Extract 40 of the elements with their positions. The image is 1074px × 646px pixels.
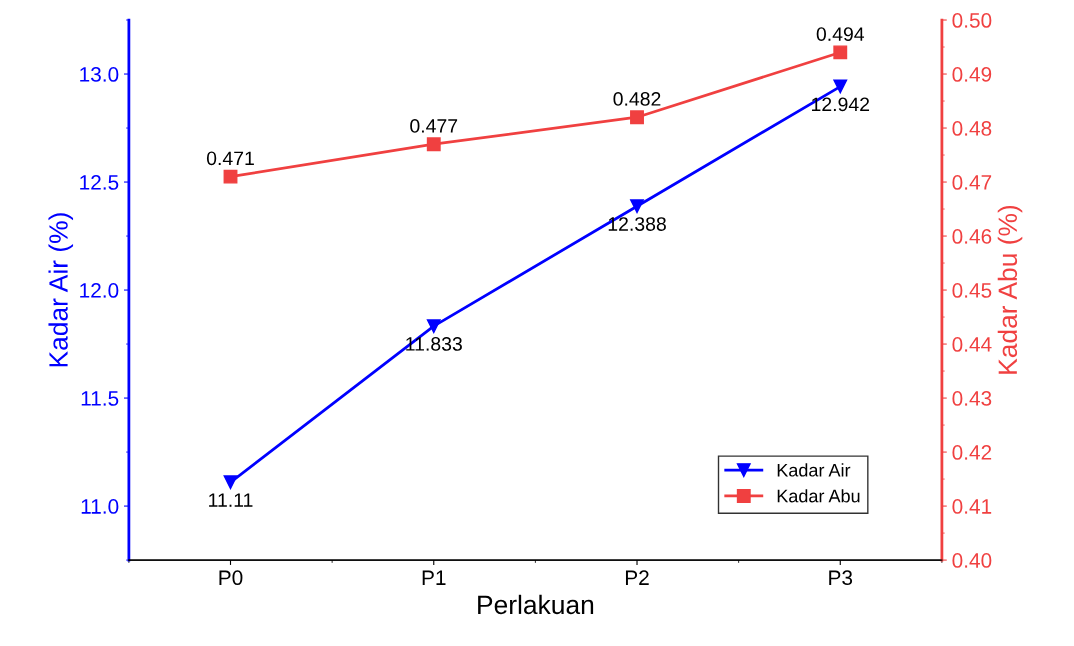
y2-tick-label: 0.47 xyxy=(952,175,992,190)
y2-tick-label: 0.50 xyxy=(952,13,992,28)
x-tick-label: P1 xyxy=(422,570,446,585)
point xyxy=(630,110,644,125)
x-axis-title: Perlakuan xyxy=(478,594,594,615)
data-label: 12.388 xyxy=(608,217,666,231)
y-tick-label: 13.0 xyxy=(80,67,119,82)
x-tick-label: P2 xyxy=(625,570,649,585)
y-axis-title: Kadar Air (%) xyxy=(48,213,74,367)
y2-tick-label: 0.44 xyxy=(952,337,992,352)
y2-tick-label: 0.49 xyxy=(952,67,992,82)
y-tick-label: 12.5 xyxy=(80,175,119,190)
point xyxy=(426,137,441,152)
data-label: 12.942 xyxy=(812,97,870,112)
data-label: 0.482 xyxy=(613,92,661,106)
legend-label: Kadar Air xyxy=(777,463,851,477)
point xyxy=(833,79,848,94)
x-tick-label: P3 xyxy=(829,570,853,586)
point xyxy=(223,475,238,490)
legend-label: Kadar Abu xyxy=(777,489,860,503)
y-tick-label: 11.0 xyxy=(81,499,119,514)
data-label: 0.471 xyxy=(206,151,254,166)
y-tick-label: 11.5 xyxy=(81,391,119,406)
data-label: 0.477 xyxy=(410,119,458,133)
y2-tick-label: 0.41 xyxy=(952,499,992,514)
y2-tick-label: 0.48 xyxy=(952,121,992,136)
y-tick-label: 12.0 xyxy=(80,283,119,298)
point xyxy=(630,199,644,214)
point xyxy=(833,45,848,60)
y2-axis-title: Kadar Abu (%) xyxy=(997,205,1023,374)
x-tick-label: P0 xyxy=(219,570,243,586)
y2-tick-label: 0.45 xyxy=(952,283,992,298)
y2-tick-label: 0.40 xyxy=(952,553,992,568)
y2-tick-label: 0.43 xyxy=(952,391,992,406)
point xyxy=(426,319,441,334)
data-label: 0.494 xyxy=(816,27,865,41)
y2-tick-label: 0.42 xyxy=(952,445,992,460)
data-label: 11.11 xyxy=(209,493,253,507)
point xyxy=(223,169,238,184)
y2-tick-label: 0.46 xyxy=(952,229,992,244)
